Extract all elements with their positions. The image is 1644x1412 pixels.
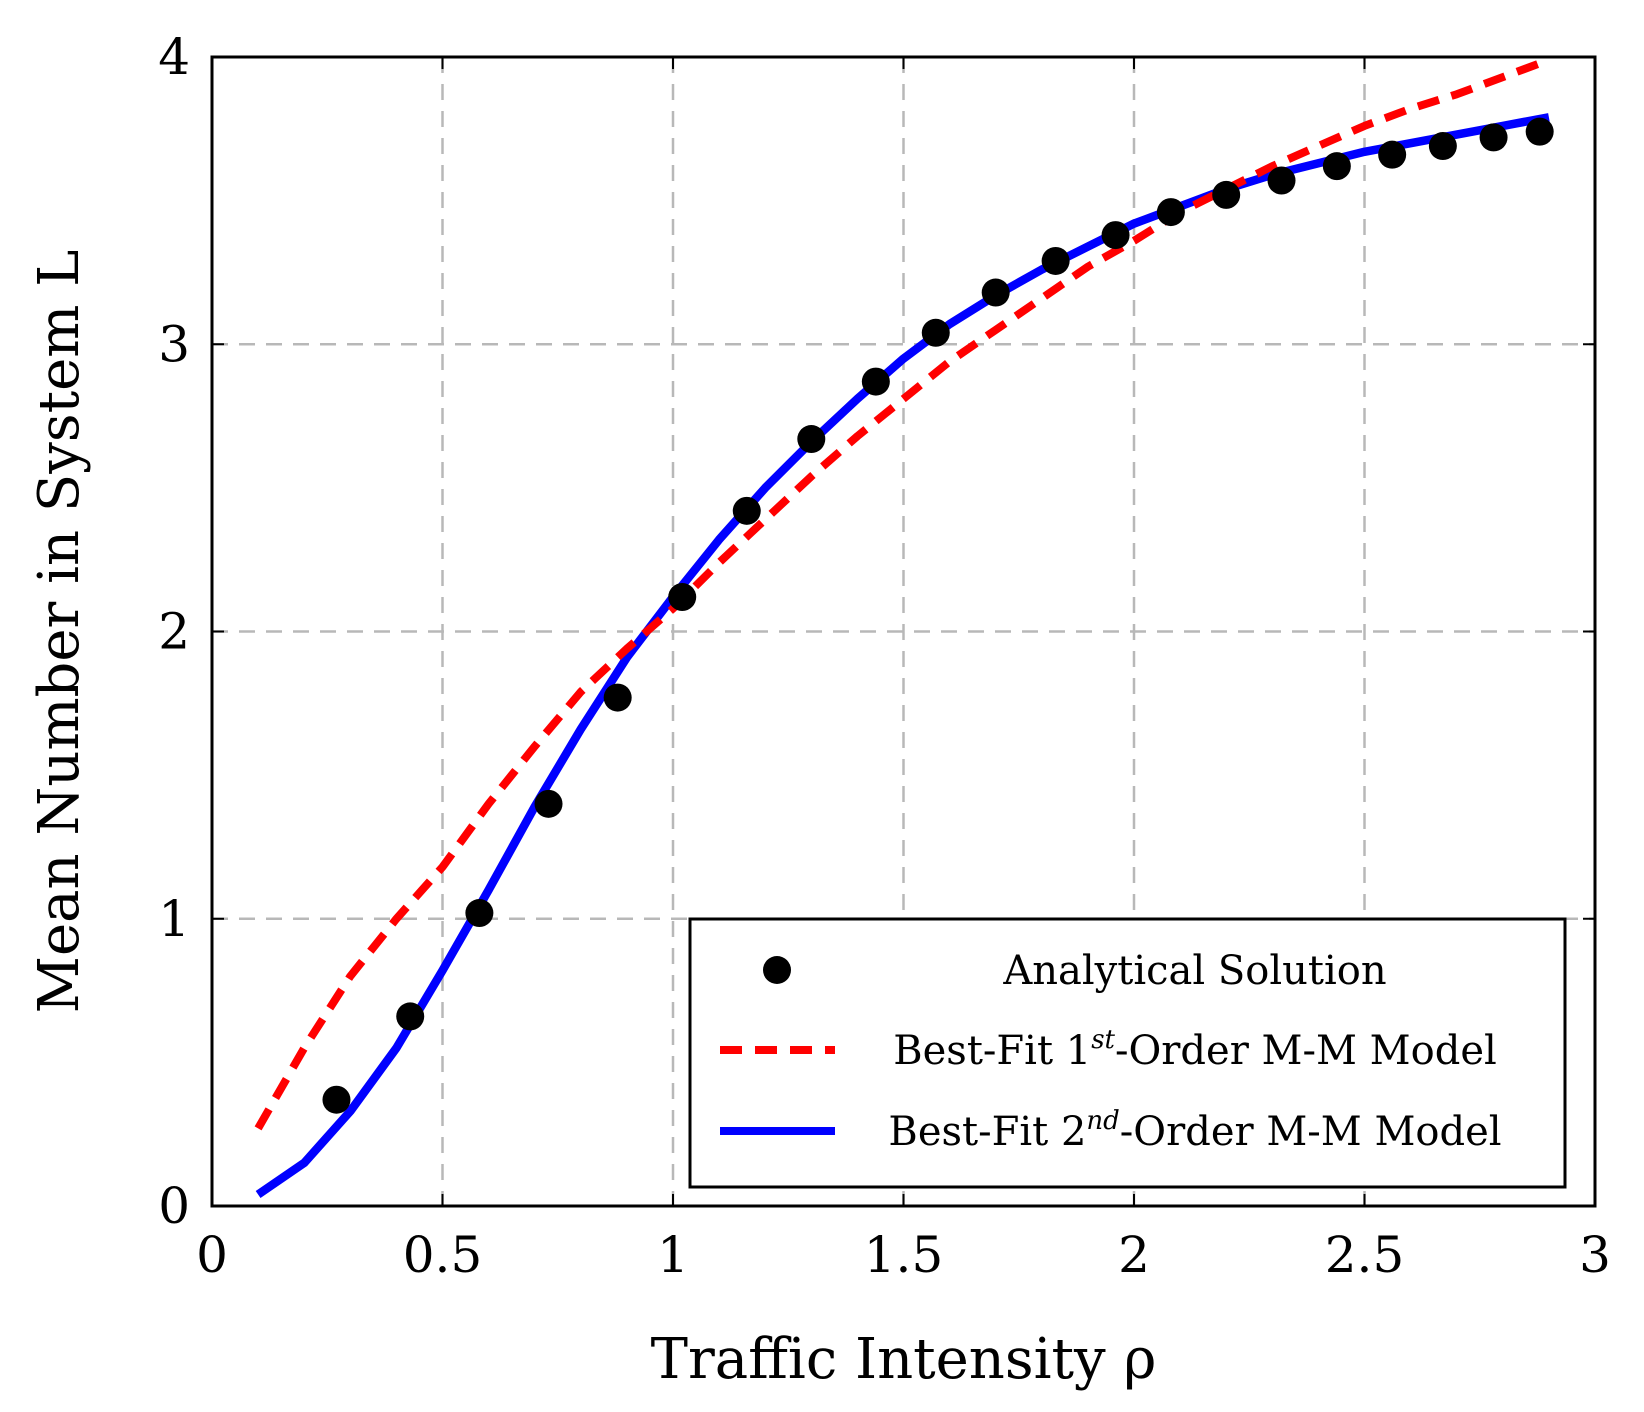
data-point: [1267, 166, 1296, 195]
data-point: [1101, 221, 1130, 250]
legend-box: [688, 917, 1567, 1189]
y-axis-title: Mean Number in System L: [27, 250, 92, 1014]
x-tick-label: 0.5: [403, 1226, 483, 1284]
legend-item-analytical-solution: Analytical Solution: [763, 948, 1387, 994]
x-tick-label: 1: [657, 1226, 689, 1284]
data-point: [534, 789, 563, 818]
data-point: [1525, 117, 1554, 146]
x-tick-label: 3: [1579, 1226, 1611, 1284]
y-tick-label: 2: [158, 603, 190, 661]
x-axis-title: Traffic Intensity ρ: [651, 1327, 1157, 1392]
y-tick-label: 0: [158, 1177, 190, 1235]
series-analytical-solution: [322, 117, 1554, 1114]
x-tick-label: 1.5: [864, 1226, 944, 1284]
legend-item-best-fit-1st-order-m-m-model: Best-Fit 1st-Order M-M Model: [720, 1025, 1497, 1074]
data-point: [732, 496, 761, 525]
legend: Analytical Solution Best-Fit 1st-Order M-…: [688, 917, 1567, 1189]
x-tick-label: 0: [196, 1226, 228, 1284]
series-line: [254, 56, 1551, 1131]
data-point: [1041, 246, 1070, 275]
data-point: [1378, 140, 1407, 169]
data-point: [465, 899, 494, 928]
y-tick-label: 4: [158, 28, 190, 86]
data-point: [1428, 132, 1457, 161]
data-point: [1479, 123, 1508, 152]
legend-marker: [763, 956, 791, 984]
series-best-fit-1st-order-m-m-model: [254, 56, 1551, 1131]
legend-item-best-fit-2nd-order-m-m-model: Best-Fit 2nd-Order M-M Model: [720, 1106, 1502, 1155]
data-point: [797, 425, 826, 454]
data-point: [1212, 180, 1241, 209]
y-tick-label: 1: [158, 890, 190, 948]
data-point: [396, 1002, 425, 1031]
data-point: [603, 683, 632, 712]
data-point: [1156, 198, 1185, 227]
data-point: [921, 318, 950, 347]
data-point: [981, 278, 1010, 307]
x-tick-label: 2.5: [1325, 1226, 1405, 1284]
data-point: [861, 367, 890, 396]
legend-label: Best-Fit 2nd-Order M-M Model: [888, 1106, 1501, 1155]
data-point: [1322, 152, 1351, 181]
plot-area: [254, 56, 1554, 1199]
data-point: [322, 1085, 351, 1114]
grid: [212, 57, 1595, 1206]
legend-label: Analytical Solution: [1002, 948, 1386, 994]
y-tick-label: 3: [158, 315, 190, 373]
data-point: [668, 583, 697, 612]
axis-ticks: 0 0.5 1 1.5 2 2.5 3 0 1 2 3 4: [158, 28, 1611, 1284]
x-tick-label: 2: [1118, 1226, 1150, 1284]
legend-label: Best-Fit 1st-Order M-M Model: [893, 1025, 1497, 1074]
